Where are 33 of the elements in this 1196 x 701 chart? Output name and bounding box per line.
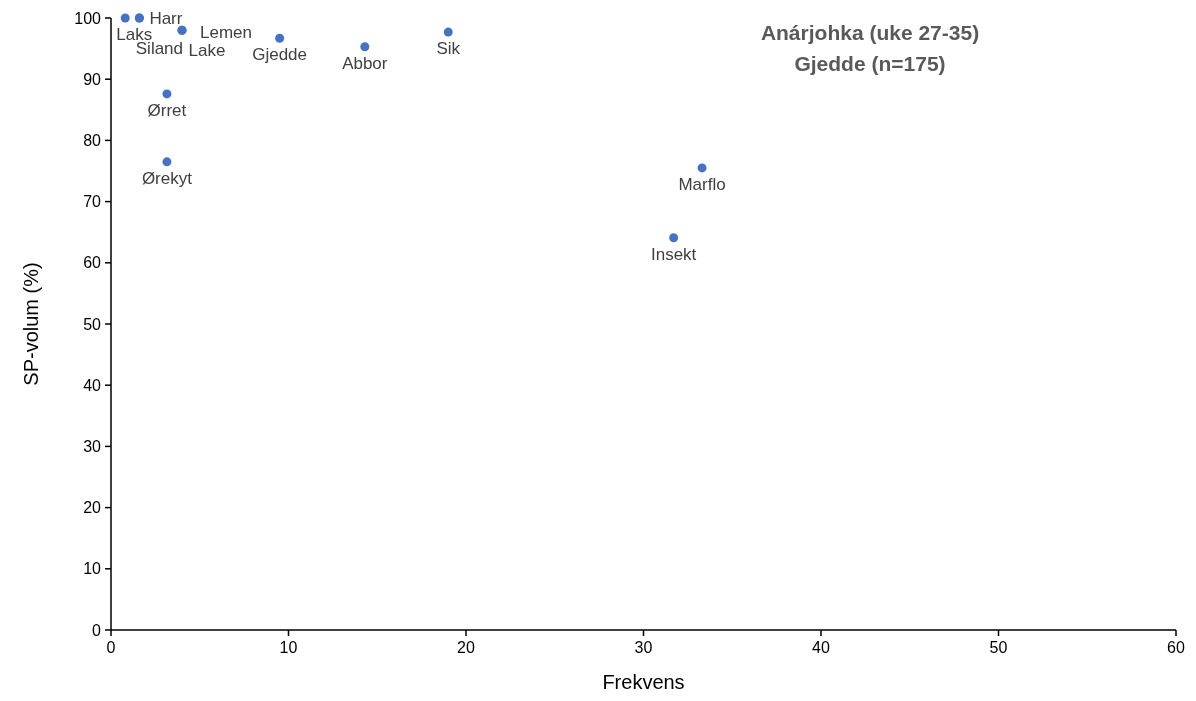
annotation: Siland (135, 39, 184, 58)
y-tick-label: 100 (74, 9, 102, 27)
x-tick-label: 40 (812, 639, 830, 656)
annotation: Ørret (147, 100, 187, 120)
annotation: Ørekyt (141, 168, 193, 188)
chart-title: Anárjohka (uke 27-35) (760, 21, 980, 44)
annotation: Lake (188, 41, 226, 61)
y-tick-label: 50 (83, 315, 102, 333)
y-tick-label: 90 (83, 70, 102, 88)
x-tick-label: 20 (457, 639, 475, 656)
annotation: Gjedde (252, 45, 308, 65)
annotation: Lemen (200, 23, 252, 43)
y-tick-label: 60 (83, 254, 102, 272)
y-tick-label: 0 (92, 621, 102, 639)
annotation: Abbor (342, 53, 388, 73)
y-tick-label: 70 (83, 193, 102, 211)
y-tick-label: 10 (83, 560, 102, 578)
x-axis-title: Frekvens (602, 671, 685, 693)
x-tick-label: 50 (989, 639, 1008, 656)
annotation: Harr (149, 9, 183, 28)
annotation: Marflo (678, 174, 726, 194)
annotation: Insekt (651, 244, 697, 264)
annotation: Sik (436, 39, 461, 59)
y-tick-label: 20 (83, 499, 102, 517)
text: Gjedde (n=175) (794, 52, 946, 75)
y-tick-label: 30 (83, 438, 102, 455)
y-tick-label: 80 (83, 132, 102, 149)
y-axis-title: SP-volum (%) (20, 262, 42, 386)
x-tick-label: 0 (106, 639, 116, 656)
x-tick-label: 30 (634, 639, 653, 656)
y-tick-label: 40 (83, 376, 102, 394)
x-tick-label: 60 (1167, 639, 1185, 656)
x-tick-label: 10 (279, 639, 298, 656)
